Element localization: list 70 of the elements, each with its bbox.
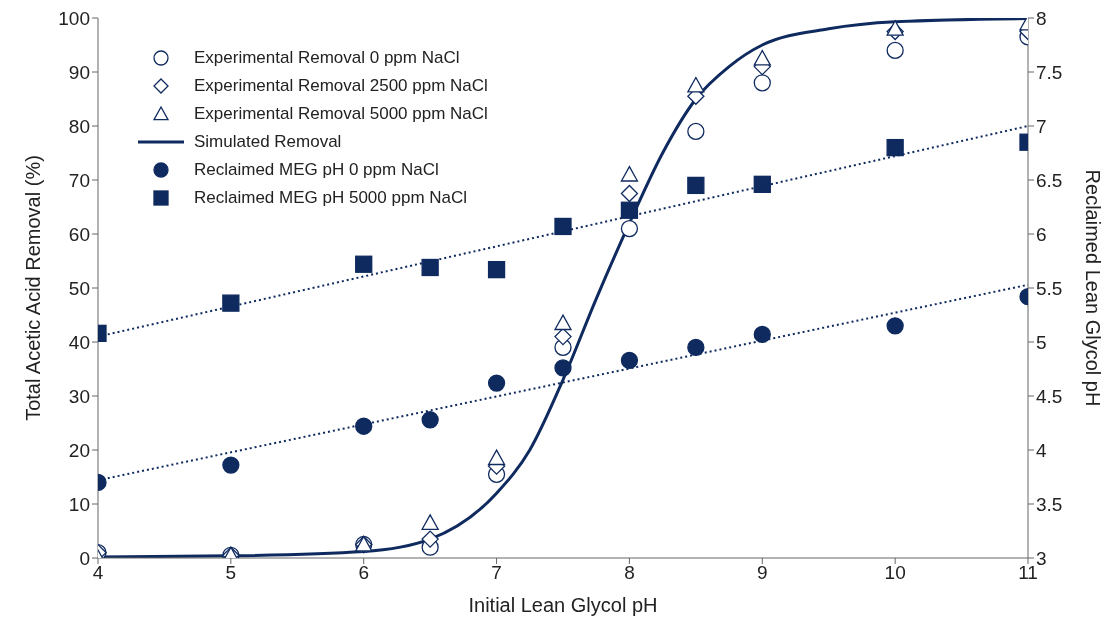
point <box>753 175 771 193</box>
point <box>421 258 439 277</box>
y2-tick-label: 7 <box>1036 115 1047 137</box>
point <box>620 351 639 370</box>
x-axis-title: Initial Lean Glycol pH <box>468 594 658 617</box>
point <box>620 165 639 182</box>
x-tick-label: 6 <box>358 562 369 584</box>
point <box>487 374 506 392</box>
point <box>620 219 639 238</box>
point <box>886 317 904 335</box>
point <box>753 325 771 344</box>
y2-tick-label: 4.5 <box>1036 385 1063 407</box>
point <box>886 41 904 60</box>
y2-axis-title: Reclaimed Lean Glycol pH <box>1081 169 1104 407</box>
point <box>421 514 439 530</box>
point <box>554 359 572 377</box>
y-axis-title: Total Acetic Acid Removal (%) <box>22 155 45 421</box>
point <box>687 338 705 357</box>
x-tick-label: 9 <box>757 562 768 584</box>
legend-label: Reclaimed MEG pH 0 ppm NaCl <box>194 159 439 181</box>
point <box>222 456 240 474</box>
y-tick-label: 40 <box>68 331 90 353</box>
point <box>687 122 705 141</box>
legend-label: Experimental Removal 2500 ppm NaCl <box>194 75 488 97</box>
y2-tick-label: 5 <box>1036 331 1047 353</box>
point <box>355 417 373 435</box>
y2-tick-label: 3 <box>1036 547 1047 569</box>
point <box>355 255 373 273</box>
legend-label: Experimental Removal 5000 ppm NaCl <box>194 103 488 125</box>
y-tick-label: 100 <box>58 7 90 29</box>
point <box>753 49 771 66</box>
point <box>554 217 572 236</box>
y-tick-label: 20 <box>68 439 90 461</box>
legend-label: Simulated Removal <box>194 131 342 153</box>
point <box>687 176 705 195</box>
point <box>222 294 240 312</box>
point <box>554 314 572 331</box>
point <box>886 138 904 157</box>
point <box>753 74 771 92</box>
y2-tick-label: 8 <box>1036 7 1047 29</box>
y-tick-label: 90 <box>68 61 90 83</box>
y-tick-label: 70 <box>68 169 90 191</box>
point <box>620 201 639 219</box>
y-tick-label: 0 <box>79 547 90 569</box>
point <box>886 20 904 36</box>
y-tick-label: 30 <box>68 385 90 407</box>
x-tick-label: 5 <box>225 562 237 584</box>
point <box>620 184 639 203</box>
x-tick-label: 8 <box>624 562 635 584</box>
y-tick-label: 10 <box>68 493 90 515</box>
y-tick-label: 60 <box>68 223 90 245</box>
point <box>421 530 439 548</box>
point <box>421 411 439 429</box>
point <box>687 76 705 93</box>
point <box>487 449 506 466</box>
y2-tick-label: 6.5 <box>1036 169 1063 191</box>
x-tick-label: 11 <box>1018 562 1038 584</box>
y-tick-label: 80 <box>68 115 90 137</box>
x-tick-label: 7 <box>491 562 502 584</box>
y2-tick-label: 4 <box>1036 439 1047 461</box>
y2-tick-label: 5.5 <box>1036 277 1063 299</box>
point <box>487 260 506 279</box>
y-tick-label: 50 <box>68 277 90 299</box>
legend-label: Reclaimed MEG pH 5000 ppm NaCl <box>194 187 468 209</box>
legend-label: Experimental Removal 0 ppm NaCl <box>194 47 460 69</box>
y2-tick-label: 6 <box>1036 223 1047 245</box>
y2-tick-label: 3.5 <box>1036 493 1063 515</box>
x-tick-label: 4 <box>92 562 104 584</box>
y2-tick-label: 7.5 <box>1036 61 1063 83</box>
x-tick-label: 10 <box>884 562 906 584</box>
